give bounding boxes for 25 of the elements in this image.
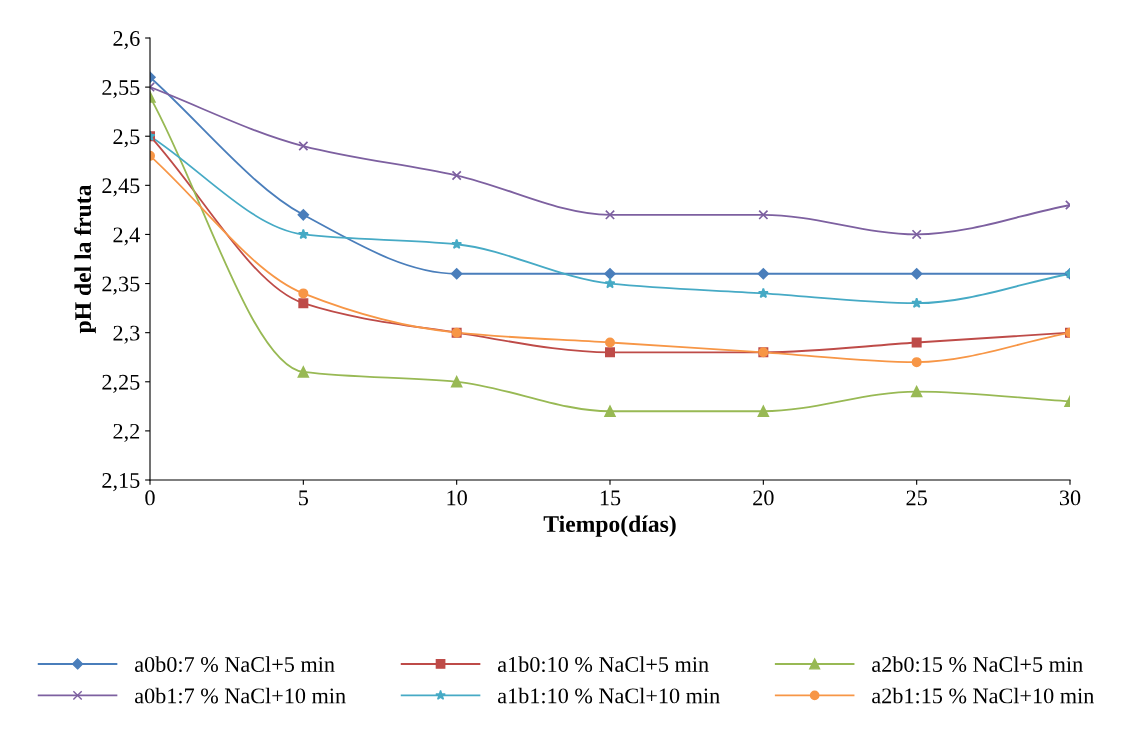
legend-label: a1b0:10 % NaCl+5 min [498,656,709,673]
legend-label: a0b1:7 % NaCl+10 min [135,687,346,704]
y-tick-label: 2,35 [102,276,140,295]
x-tick-label: 10 [447,490,467,506]
y-tick-label: 2,45 [102,178,140,197]
y-tick-label: 2,4 [113,227,140,246]
x-tick-label: 0 [145,490,155,506]
legend-label: a2b0:15 % NaCl+5 min [872,656,1083,673]
y-tick-label: 2,2 [113,423,140,443]
x-tick-label: 20 [753,490,774,506]
x-axis-title: Tiempo(días) [543,515,676,537]
y-tick-label: 2,6 [113,30,140,50]
legend-label: a2b1:15 % NaCl+10 min [872,687,1094,704]
y-tick-label: 2,25 [102,374,140,393]
x-tick-label: 5 [299,490,309,506]
y-tick-label: 2,3 [113,325,140,344]
y-tick-label: 2,55 [102,80,140,99]
x-tick-label: 30 [1059,490,1081,506]
x-tick-label: 25 [906,490,927,506]
x-tick-label: 15 [600,490,621,506]
y-tick-label: 2,15 [102,472,140,492]
legend-label: a1b1:10 % NaCl+10 min [498,687,720,704]
legend-label: a0b0:7 % NaCl+5 min [135,656,335,673]
y-tick-label: 2,5 [113,129,140,148]
y-axis-title: pH del la fruta [74,184,96,334]
